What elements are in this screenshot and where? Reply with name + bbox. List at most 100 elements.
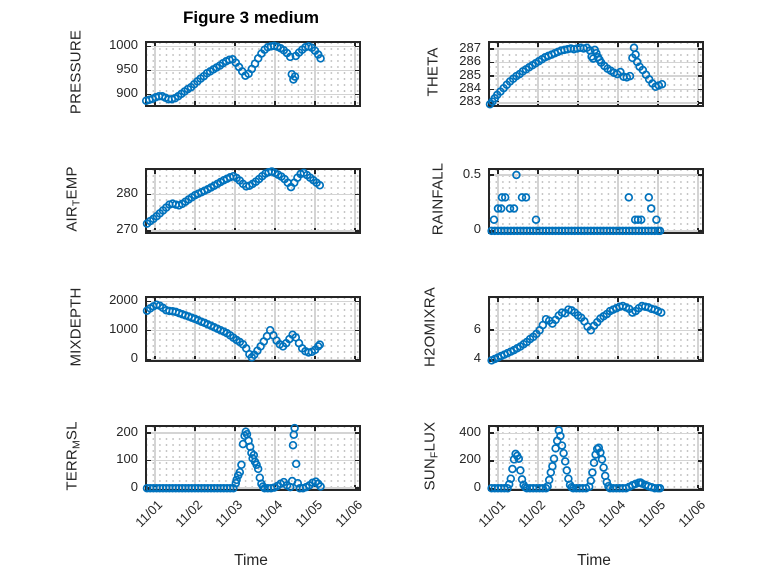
x-tickmark (194, 356, 196, 360)
y-tick-label: 1000 (109, 320, 138, 336)
y-tick-label: 0 (130, 349, 138, 365)
x-gridline (697, 170, 699, 232)
x-gridline (314, 170, 316, 232)
x-tickmark (617, 170, 619, 174)
x-tickmark (234, 356, 236, 360)
x-tickmark (657, 356, 659, 360)
x-tickmark (617, 356, 619, 360)
y-tickmark (490, 174, 494, 176)
data-point-marker (650, 484, 660, 493)
data-point-marker (646, 204, 656, 213)
x-tickmark (194, 228, 196, 232)
data-point-marker (538, 484, 548, 493)
y-tick-label: 280 (116, 184, 138, 200)
data-point-marker (232, 475, 241, 485)
y-label-subscript: M (70, 440, 83, 450)
y-gridline (147, 487, 359, 489)
x-tick-label: 11/05 (292, 497, 326, 530)
y-tickmark (147, 487, 151, 489)
figure-title: Figure 3 medium (182, 8, 320, 27)
y-tick-label: 200 (459, 451, 481, 467)
y-gridline (490, 61, 702, 64)
y-axis-label-terr-msl: TERRMSL (64, 421, 83, 490)
x-tickmark (234, 170, 236, 174)
y-tickmark (490, 329, 494, 332)
x-tickmark (657, 427, 659, 431)
x-gridline (657, 43, 659, 105)
data-point-marker (315, 340, 325, 349)
x-gridline (577, 170, 579, 232)
data-point-marker (505, 204, 515, 213)
subplot-theta-axes (485, 41, 704, 109)
data-point-marker (597, 455, 607, 464)
x-tickmark (354, 228, 356, 232)
data-point-marker (504, 479, 514, 489)
y-label-text: AIR (63, 206, 81, 232)
subplot-terr-msl-axes (142, 423, 361, 493)
data-point-marker (548, 462, 557, 471)
data-point-marker (517, 193, 527, 202)
x-gridline (577, 298, 579, 360)
data-point-marker (544, 475, 554, 485)
y-axis-label-rainfall: RAINFALL (430, 163, 447, 235)
x-tickmark (154, 298, 156, 302)
x-gridline (234, 427, 236, 489)
data-point-marker (562, 466, 572, 475)
x-tickmark (314, 356, 316, 360)
x-tickmark (154, 170, 156, 174)
y-tickmark (698, 48, 702, 50)
x-tickmark (314, 228, 316, 232)
y-tickmark (698, 102, 702, 104)
x-gridline (617, 170, 619, 232)
x-gridline (617, 427, 619, 489)
x-tickmark (274, 101, 276, 105)
x-gridline (314, 43, 316, 105)
x-gridline (274, 427, 276, 489)
y-tickmark (490, 102, 494, 104)
x-tickmark (697, 427, 699, 431)
data-point-marker (509, 204, 519, 213)
y-axis-label-mixdepth: MIXDEPTH (68, 287, 85, 366)
y-gridline (147, 45, 359, 48)
x-gridline (194, 427, 196, 489)
scatter-series (487, 426, 665, 493)
x-tickmark (194, 101, 196, 105)
data-point-marker (506, 474, 516, 483)
x-tick-label: 11/02 (172, 497, 206, 530)
x-gridline (497, 427, 499, 489)
y-tick-label: 284 (459, 80, 481, 96)
y-gridline (490, 487, 702, 489)
y-label-text: LUX (421, 421, 439, 452)
data-point-marker (657, 79, 667, 89)
x-tickmark (354, 170, 356, 174)
x-gridline (354, 43, 356, 105)
x-tickmark (617, 228, 619, 232)
y-gridline (490, 102, 702, 104)
y-tickmark (490, 75, 494, 77)
x-tickmark (537, 298, 539, 302)
y-tickmark (698, 174, 702, 176)
data-point-marker (586, 476, 596, 485)
x-gridline (234, 298, 236, 360)
x-tickmark (697, 485, 699, 489)
x-gridline (274, 43, 276, 105)
y-tickmark (147, 432, 151, 434)
y-tick-label: 0 (473, 221, 481, 237)
x-tickmark (194, 43, 196, 47)
y-tick-label: 4 (473, 350, 481, 366)
y-gridline (147, 329, 359, 332)
x-tick-label: 11/06 (675, 497, 709, 530)
data-point-marker (493, 204, 503, 213)
y-tickmark (355, 193, 359, 196)
y-gridline (490, 230, 702, 232)
y-gridline (490, 88, 702, 91)
scatter-series (487, 301, 666, 365)
subplot-rainfall-axes (487, 168, 704, 236)
data-point-marker (602, 477, 612, 487)
y-tickmark (355, 487, 359, 489)
y-axis-label-h2omixra: H2OMIXRA (422, 287, 439, 367)
y-label-text: THETA (424, 47, 442, 97)
y-label-text: EMP (63, 166, 81, 200)
scatter-series (487, 170, 665, 236)
y-tickmark (490, 459, 494, 462)
